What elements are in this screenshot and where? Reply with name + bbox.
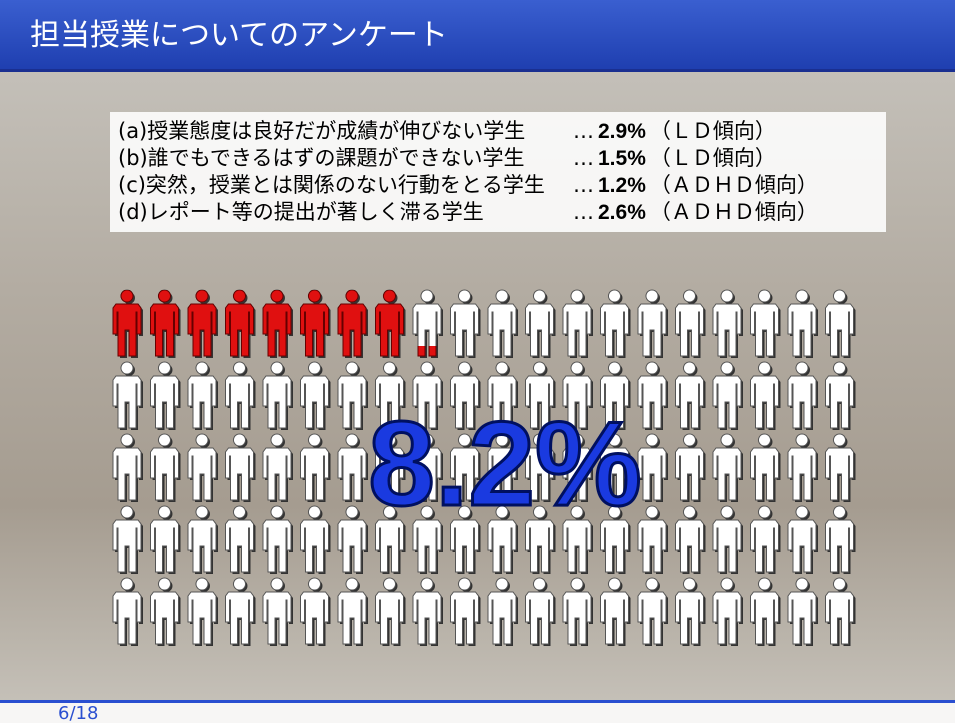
- person-icon: [376, 290, 406, 358]
- person-icon: [188, 578, 218, 646]
- person-icon: [488, 290, 518, 358]
- person-icon: [826, 506, 856, 574]
- person-icon: [826, 290, 856, 358]
- person-icon: [751, 290, 781, 358]
- page-number: 6/18: [0, 700, 955, 723]
- person-icon: [826, 578, 856, 646]
- person-icon: [788, 506, 818, 574]
- person-icon: [638, 362, 668, 430]
- person-icon: [263, 290, 293, 358]
- person-icon: [751, 506, 781, 574]
- person-icon: [676, 578, 706, 646]
- person-icon: [563, 578, 593, 646]
- person-icon: [713, 362, 743, 430]
- person-icon: [263, 362, 293, 430]
- person-icon: [301, 362, 331, 430]
- slide: 担当授業についてのアンケート (a)授業態度は良好だが成績が伸びない学生…2.9…: [0, 0, 955, 723]
- person-icon: [563, 290, 593, 358]
- person-icon: [788, 290, 818, 358]
- person-icon: [188, 434, 218, 502]
- person-icon: [113, 434, 143, 502]
- person-icon: [226, 362, 256, 430]
- person-icon: [451, 290, 481, 358]
- person-icon: [338, 578, 368, 646]
- person-icon: [526, 290, 556, 358]
- person-icon: [638, 434, 668, 502]
- person-icon: [413, 290, 443, 358]
- person-icon: [263, 434, 293, 502]
- person-icon: [301, 578, 331, 646]
- person-icon: [601, 290, 631, 358]
- person-icon: [226, 290, 256, 358]
- person-icon: [151, 362, 181, 430]
- person-icon: [788, 434, 818, 502]
- person-icon: [226, 578, 256, 646]
- person-icon: [113, 578, 143, 646]
- person-icon: [676, 434, 706, 502]
- person-icon: [751, 362, 781, 430]
- person-icon: [113, 506, 143, 574]
- person-icon: [788, 578, 818, 646]
- person-icon: [151, 506, 181, 574]
- person-icon: [151, 290, 181, 358]
- big-percent: 8.2%: [368, 397, 642, 531]
- person-icon: [151, 578, 181, 646]
- person-icon: [638, 290, 668, 358]
- person-icon: [826, 362, 856, 430]
- person-icon: [113, 362, 143, 430]
- person-icon: [676, 506, 706, 574]
- person-icon: [676, 290, 706, 358]
- person-icon: [526, 578, 556, 646]
- person-icon: [788, 362, 818, 430]
- person-icon: [301, 506, 331, 574]
- person-icon: [188, 506, 218, 574]
- person-icon: [751, 434, 781, 502]
- person-icon: [301, 434, 331, 502]
- person-icon: [676, 362, 706, 430]
- person-icon: [338, 506, 368, 574]
- person-icon: [413, 578, 443, 646]
- person-icon: [713, 290, 743, 358]
- person-icon: [826, 434, 856, 502]
- person-icon: [376, 578, 406, 646]
- person-icon: [188, 290, 218, 358]
- person-icon: [338, 362, 368, 430]
- person-icon: [226, 434, 256, 502]
- person-icon: [263, 506, 293, 574]
- person-icon: [638, 578, 668, 646]
- person-icon: [451, 578, 481, 646]
- person-icon: [151, 434, 181, 502]
- person-icon: [638, 506, 668, 574]
- person-icon: [713, 578, 743, 646]
- person-icon: [488, 578, 518, 646]
- person-icon: [263, 578, 293, 646]
- person-icon: [226, 506, 256, 574]
- person-icon: [301, 290, 331, 358]
- person-icon: [113, 290, 143, 358]
- person-icon: [713, 434, 743, 502]
- person-icon: [188, 362, 218, 430]
- person-icon: [713, 506, 743, 574]
- person-icon: [601, 578, 631, 646]
- person-icon: [338, 434, 368, 502]
- pictogram: 8.2%: [0, 0, 955, 700]
- person-icon: [338, 290, 368, 358]
- person-icon: [751, 578, 781, 646]
